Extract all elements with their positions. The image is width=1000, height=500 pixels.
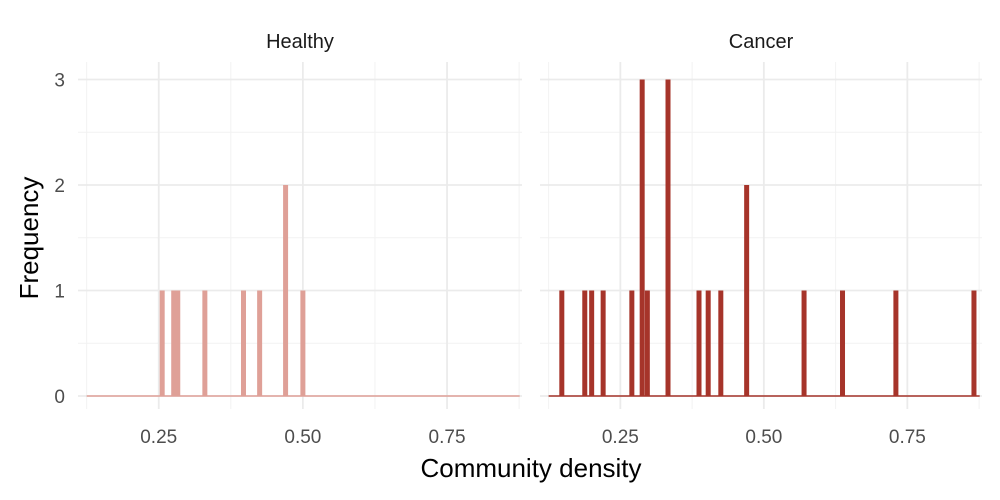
histogram-bar <box>639 79 645 396</box>
y-tick-label: 0 <box>54 387 65 408</box>
histogram-bar <box>175 290 181 396</box>
histogram-bar <box>202 290 208 396</box>
y-axis-title: Frequency <box>14 177 44 300</box>
histogram-bar <box>171 290 177 396</box>
x-tick-label: 0.50 <box>745 427 782 448</box>
histogram-bar <box>971 290 977 396</box>
x-tick-label: 0.25 <box>602 427 639 448</box>
histogram-bar <box>744 185 750 396</box>
y-tick-label: 3 <box>54 71 65 92</box>
histogram-bar <box>159 290 165 396</box>
histogram-bar <box>696 290 702 396</box>
x-axis-title: Community density <box>420 453 641 483</box>
histogram-bar <box>705 290 711 396</box>
panel-healthy: Healthy 0.25 0.50 0.75 <box>78 31 522 448</box>
facet-label: Healthy <box>266 31 334 53</box>
histogram-bar <box>600 290 606 396</box>
histogram-bar <box>840 290 846 396</box>
histogram-bar <box>801 290 807 396</box>
histogram-bar <box>644 290 650 396</box>
histogram-bar <box>559 290 565 396</box>
histogram-bar <box>665 79 671 396</box>
histogram-bar <box>240 290 246 396</box>
x-tick-label: 0.25 <box>140 427 177 448</box>
histogram-bar <box>629 290 635 396</box>
histogram-bar <box>283 185 289 396</box>
histogram-bar <box>582 290 588 396</box>
histogram-bar <box>718 290 724 396</box>
panel-cancer: Cancer 0.25 0.50 0.75 <box>540 31 982 448</box>
facet-label: Cancer <box>729 31 794 53</box>
histogram-bar <box>893 290 899 396</box>
histogram-bar <box>300 290 306 396</box>
histogram-bar <box>589 290 595 396</box>
x-tick-label: 0.75 <box>429 427 466 448</box>
y-tick-label: 1 <box>54 282 65 303</box>
histogram-bar <box>257 290 263 396</box>
x-tick-label: 0.50 <box>284 427 321 448</box>
y-tick-label: 2 <box>54 176 65 197</box>
x-tick-label: 0.75 <box>889 427 926 448</box>
